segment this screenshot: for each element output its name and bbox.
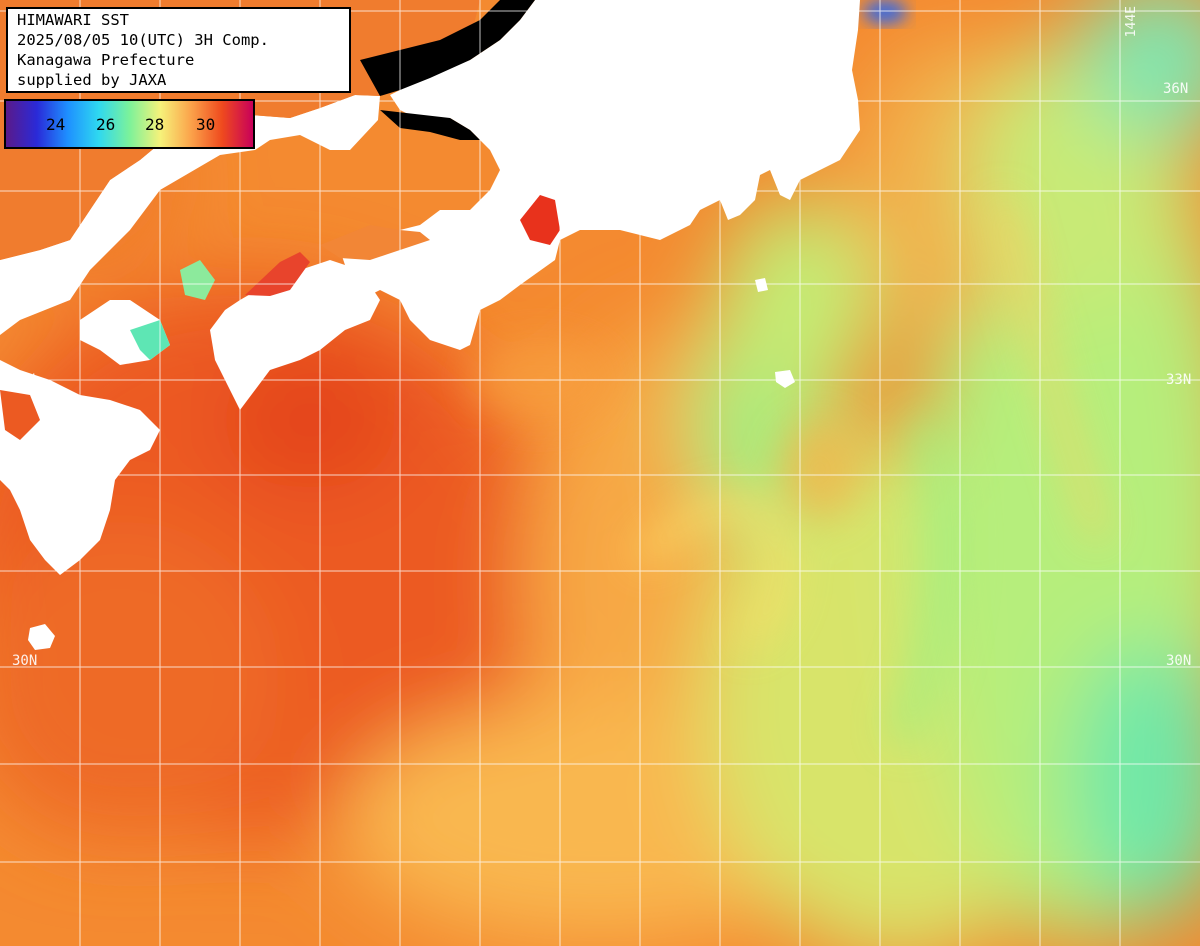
map-region: Kanagawa Prefecture [17,51,195,69]
lat-label-30n-left: 30N [12,653,38,669]
legend-tick: 26 [96,115,116,134]
cold-spot [863,0,907,24]
legend-tick: 28 [145,115,165,134]
legend-tick: 30 [196,115,216,134]
info-box: HIMAWARI SST 2025/08/05 10(UTC) 3H Comp.… [6,7,351,93]
map-datetime: 2025/08/05 10(UTC) 3H Comp. [17,31,269,49]
lon-label-144e: 144E [1124,6,1139,38]
legend-tick: 24 [46,115,66,134]
color-scale-legend: 24 26 28 30 [4,99,255,149]
lat-label-30n-right: 30N [1166,653,1192,669]
map-title: HIMAWARI SST [17,11,129,29]
land-island-1 [28,624,55,650]
lat-label-33n-left: 33N [10,372,36,388]
map-credit: supplied by JAXA [17,71,167,89]
lat-label-33n-right: 33N [1166,372,1192,388]
land-island-2 [775,370,795,388]
land-island-3 [755,278,768,292]
land-honshu [0,0,860,350]
land-shikoku [210,260,380,410]
lat-label-36n: 36N [1163,81,1189,97]
